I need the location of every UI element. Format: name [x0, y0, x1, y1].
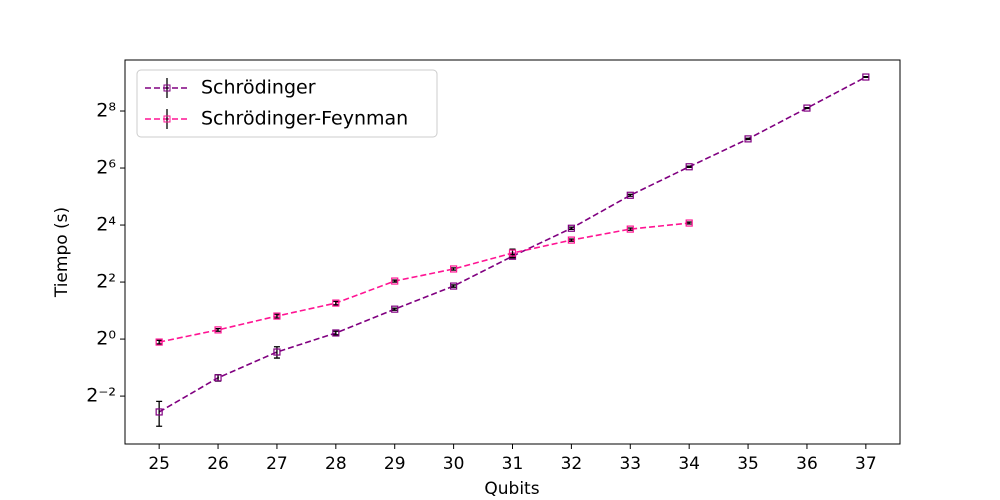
error-bar — [862, 76, 869, 79]
x-tick-label: 34 — [678, 454, 700, 474]
error-bar — [332, 330, 339, 336]
y-tick-label: 2⁸ — [96, 100, 116, 122]
marker — [332, 329, 340, 337]
marker — [391, 277, 399, 285]
y-tick-label: 2⁴ — [96, 214, 116, 236]
error-bar — [803, 106, 810, 110]
y-tick-label: 2⁶ — [96, 157, 116, 179]
marker — [155, 408, 163, 416]
error-bar — [450, 284, 457, 288]
marker — [332, 299, 340, 307]
marker — [567, 224, 575, 232]
y-tick-label: 2² — [96, 271, 116, 293]
series-line — [158, 222, 690, 343]
x-tick-label: 27 — [266, 454, 288, 474]
error-bar — [391, 279, 398, 283]
x-tick-label: 30 — [443, 454, 465, 474]
x-tick-label: 36 — [796, 454, 818, 474]
marker — [567, 236, 575, 244]
error-bar — [686, 221, 693, 225]
x-tick-label: 31 — [502, 454, 524, 474]
x-tick-label: 25 — [148, 454, 170, 474]
marker — [508, 249, 517, 257]
legend-label: Schrödinger-Feynman — [201, 108, 408, 130]
x-tick-label: 32 — [561, 454, 583, 474]
error-bar — [568, 238, 575, 242]
error-bar — [391, 307, 398, 311]
marker — [626, 191, 634, 199]
marker — [862, 73, 870, 81]
marker — [391, 305, 399, 313]
x-axis-label: Qubits — [484, 479, 539, 499]
error-bar — [686, 165, 693, 169]
y-tick-label: 2⁻² — [86, 385, 116, 407]
x-tick-label: 37 — [855, 454, 877, 474]
marker — [214, 374, 222, 382]
marker — [685, 219, 693, 227]
error-bar — [156, 400, 163, 427]
marker — [626, 225, 634, 233]
marker — [450, 265, 458, 273]
error-bar — [627, 227, 634, 231]
x-tick-label: 29 — [384, 454, 406, 474]
error-bar — [568, 226, 575, 231]
legend-marker — [163, 115, 171, 123]
error-bar — [215, 327, 222, 332]
y-axis-label: Tiempo (s) — [52, 207, 72, 298]
marker — [155, 338, 163, 346]
x-tick-label: 28 — [325, 454, 347, 474]
error-bar — [215, 374, 222, 382]
marker — [273, 312, 281, 320]
legend-label: Schrödinger — [201, 77, 316, 99]
marker — [803, 104, 811, 112]
error-bar — [332, 300, 339, 306]
legend-box — [136, 69, 438, 138]
x-tick-label: 33 — [619, 454, 641, 474]
error-bar — [627, 193, 634, 197]
marker — [214, 326, 222, 334]
legend-marker — [163, 84, 171, 92]
error-bar — [745, 137, 752, 141]
marker — [744, 135, 752, 143]
error-bar — [156, 339, 163, 345]
marker — [273, 348, 281, 356]
error-bar — [273, 313, 280, 319]
y-tick-label: 2⁰ — [96, 328, 116, 350]
x-tick-label: 35 — [737, 454, 759, 474]
error-bar — [450, 267, 457, 271]
marker — [450, 282, 458, 290]
marker — [685, 163, 693, 171]
x-tick-label: 26 — [207, 454, 229, 474]
